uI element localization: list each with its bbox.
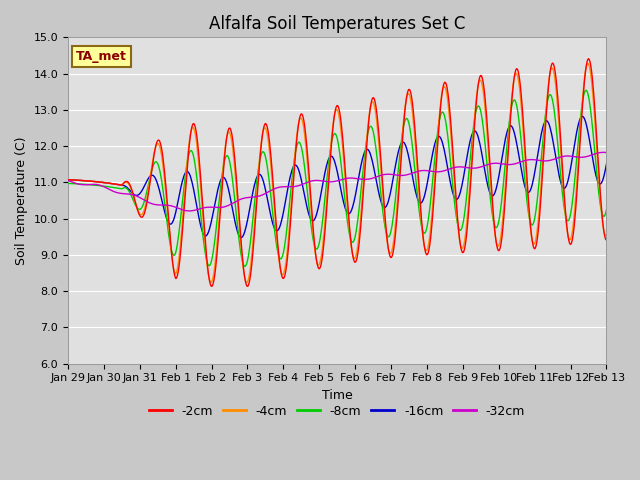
Legend: -2cm, -4cm, -8cm, -16cm, -32cm: -2cm, -4cm, -8cm, -16cm, -32cm [144,400,530,423]
X-axis label: Time: Time [322,389,353,402]
Y-axis label: Soil Temperature (C): Soil Temperature (C) [15,136,28,265]
Title: Alfalfa Soil Temperatures Set C: Alfalfa Soil Temperatures Set C [209,15,465,33]
Text: TA_met: TA_met [76,50,127,63]
